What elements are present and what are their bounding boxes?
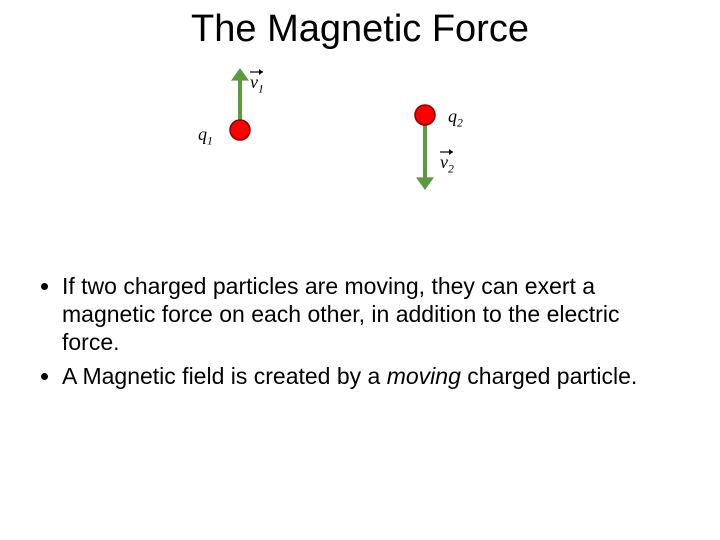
bullet-list: If two charged particles are moving, the… — [40, 272, 680, 396]
svg-text:q2: q2 — [448, 106, 463, 130]
svg-text:q1: q1 — [198, 124, 213, 148]
bullet-2-text-a: A Magnetic field is created by a — [62, 363, 387, 389]
slide: The Magnetic Force q1 v1 q2 v2 If two charg… — [0, 0, 720, 540]
svg-text:v2: v2 — [440, 152, 454, 176]
svg-text:v1: v1 — [250, 72, 264, 96]
bullet-2-text-b: charged particle. — [461, 363, 637, 389]
bullet-1: If two charged particles are moving, the… — [62, 272, 680, 356]
bullet-1-text: If two charged particles are moving, the… — [62, 273, 619, 355]
bullet-2-text-italic: moving — [387, 363, 461, 389]
diagram-svg: q1 v1 q2 v2 — [150, 60, 510, 220]
slide-title: The Magnetic Force — [0, 8, 720, 51]
magnetic-force-diagram: q1 v1 q2 v2 — [150, 60, 510, 220]
bullet-2: A Magnetic field is created by a moving … — [62, 362, 680, 390]
